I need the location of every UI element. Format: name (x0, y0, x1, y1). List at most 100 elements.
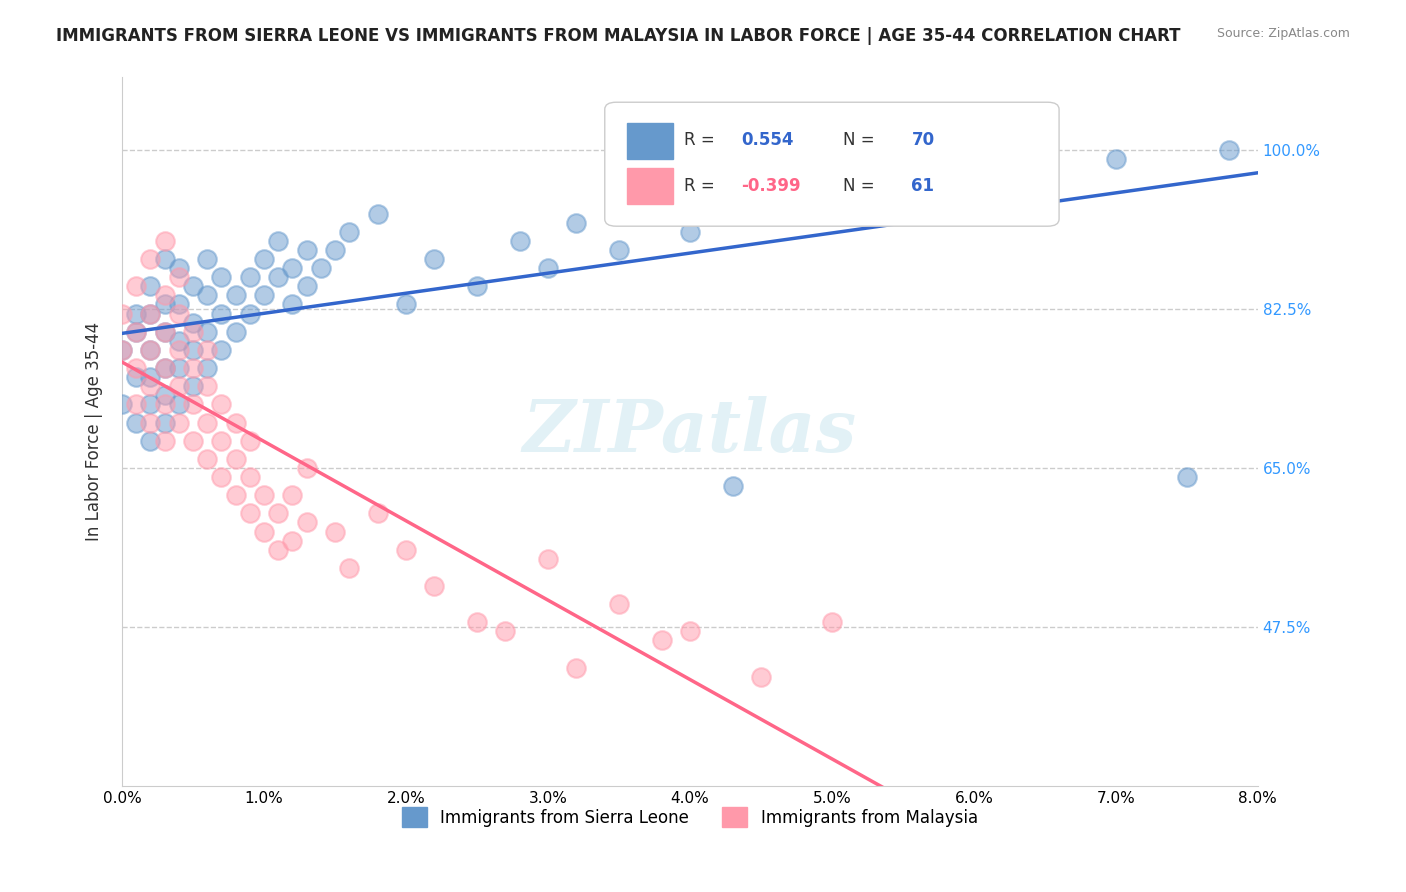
Point (153, 325, 176, 339)
Point (195, 288, 218, 302)
Point (153, 416, 176, 430)
Point (195, 361, 218, 376)
Point (153, 252, 176, 266)
Point (209, 434, 232, 448)
Point (295, 279, 318, 293)
Point (679, 624, 702, 639)
Point (267, 542, 290, 557)
Text: Source: ZipAtlas.com: Source: ZipAtlas.com (1216, 27, 1350, 40)
Point (167, 270, 190, 285)
Point (565, 661, 588, 675)
Point (153, 288, 176, 302)
Point (891, 161, 914, 176)
Point (295, 461, 318, 475)
Point (509, 234, 531, 248)
Point (963, 188, 986, 202)
Point (607, 243, 630, 257)
Point (749, 670, 772, 684)
Point (139, 397, 162, 411)
Point (423, 252, 446, 266)
Point (139, 307, 162, 321)
FancyBboxPatch shape (605, 103, 1059, 227)
Point (465, 615, 488, 630)
Point (181, 397, 204, 411)
Point (153, 397, 176, 411)
Point (125, 397, 148, 411)
Point (153, 325, 176, 339)
Point (239, 434, 262, 448)
Point (281, 533, 304, 548)
Point (139, 434, 162, 448)
Point (209, 307, 232, 321)
Point (209, 470, 232, 484)
Point (139, 379, 162, 393)
Text: IMMIGRANTS FROM SIERRA LEONE VS IMMIGRANTS FROM MALAYSIA IN LABOR FORCE | AGE 35: IMMIGRANTS FROM SIERRA LEONE VS IMMIGRAN… (56, 27, 1181, 45)
Point (337, 561, 360, 575)
Point (494, 624, 516, 639)
Point (111, 343, 134, 357)
Text: N =: N = (844, 177, 875, 194)
Text: R =: R = (685, 131, 720, 149)
Point (651, 207, 673, 221)
Point (153, 297, 176, 311)
Point (195, 343, 218, 357)
Point (153, 434, 176, 448)
Point (309, 261, 332, 276)
Point (323, 524, 346, 539)
Point (167, 343, 190, 357)
Point (139, 279, 162, 293)
Point (225, 325, 247, 339)
Point (209, 343, 232, 357)
Point (239, 270, 262, 285)
Point (125, 370, 148, 384)
Point (395, 542, 418, 557)
Point (1105, 152, 1128, 166)
Text: -0.399: -0.399 (741, 177, 800, 194)
Point (167, 361, 190, 376)
Point (195, 451, 218, 466)
Point (337, 225, 360, 239)
Point (139, 252, 162, 266)
Point (167, 334, 190, 348)
Point (167, 379, 190, 393)
Point (181, 379, 204, 393)
Text: 0.554: 0.554 (741, 131, 793, 149)
Point (821, 179, 844, 194)
Point (721, 479, 744, 493)
Point (209, 270, 232, 285)
Point (139, 370, 162, 384)
Point (167, 416, 190, 430)
Point (281, 261, 304, 276)
Point (253, 488, 276, 502)
Point (125, 325, 148, 339)
Point (125, 307, 148, 321)
Point (139, 343, 162, 357)
Point (225, 451, 247, 466)
Point (181, 343, 204, 357)
Point (167, 261, 190, 276)
Point (195, 252, 218, 266)
Point (111, 343, 134, 357)
Point (181, 279, 204, 293)
Point (111, 307, 134, 321)
Point (225, 488, 247, 502)
Point (679, 225, 702, 239)
Text: N =: N = (844, 131, 875, 149)
Point (181, 434, 204, 448)
Point (395, 297, 418, 311)
Point (323, 243, 346, 257)
Point (295, 243, 318, 257)
Y-axis label: In Labor Force | Age 35-44: In Labor Force | Age 35-44 (86, 322, 103, 541)
Point (281, 297, 304, 311)
Point (239, 307, 262, 321)
Text: ZIPatlas: ZIPatlas (523, 396, 858, 467)
Point (167, 397, 190, 411)
Point (267, 234, 290, 248)
Point (153, 361, 176, 376)
Point (195, 379, 218, 393)
Point (253, 252, 276, 266)
Point (537, 261, 560, 276)
Point (125, 325, 148, 339)
Point (267, 270, 290, 285)
Point (749, 188, 772, 202)
